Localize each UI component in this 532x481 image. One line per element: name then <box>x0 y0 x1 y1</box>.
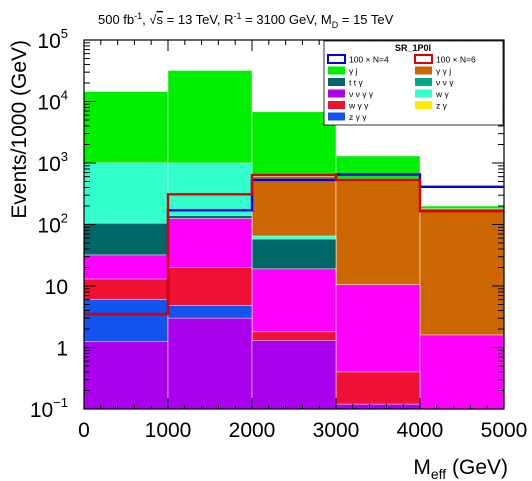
x-tick-label-3000: 3000 <box>313 419 360 442</box>
x-tick-label-0: 0 <box>78 419 90 442</box>
legend-swatch-w <box>415 89 432 98</box>
chart-title: 500 fb-1, √s = 13 TeV, R-1 = 3100 GeV, M… <box>98 11 394 30</box>
y-tick-label: 103 <box>37 149 68 176</box>
x-tick-label-5000: 5000 <box>481 419 528 442</box>
legend-label-100-n-4: 100 × N=4 <box>349 55 389 65</box>
legend-label-z: z γ <box>436 101 448 111</box>
legend-swatch-t-t <box>328 78 345 86</box>
signal-lines <box>84 173 504 316</box>
legend-swatch-j <box>328 66 345 75</box>
legend-swatch-100-n-6 <box>414 54 433 64</box>
legend-swatch-w <box>328 101 345 109</box>
y-tick-label: 10 <box>45 276 68 299</box>
legend-label-t-t: t t γ <box>349 78 363 88</box>
bar-layer-4-bin-4 <box>419 334 505 410</box>
bar-layer-7-bin-0 <box>83 341 169 410</box>
legend-label-: ν ν γ <box>436 78 454 88</box>
legend-entries: 100 × N=4 100 × N=6 γ j γ γ j t t γ ν ν γ ν ν … <box>327 54 476 122</box>
y-tick-label: 105 <box>37 26 68 53</box>
signal-line-1 <box>84 173 504 316</box>
legend-swatch- <box>328 89 345 98</box>
bar-layer-7-bin-2 <box>251 340 337 410</box>
legend-swatch-100-n-4 <box>327 54 346 64</box>
x-tick-label-1000: 1000 <box>145 419 192 442</box>
plot-area: 0 1000 2000 3000 4000 5000 10510410310210110−… <box>30 26 528 442</box>
y-tick-label: 10−1 <box>30 395 68 422</box>
x-tick-label-4000: 4000 <box>397 419 444 442</box>
legend-box <box>323 40 504 126</box>
legend-swatch- <box>415 78 432 86</box>
legend-label-w: w γ γ <box>348 101 369 111</box>
legend-label-100-n-6: 100 × N=6 <box>436 55 476 65</box>
legend-swatch-z <box>328 112 345 121</box>
bar-layer-7-bin-1 <box>167 317 253 410</box>
stacked-bars <box>83 70 505 410</box>
legend-swatch-j <box>415 66 432 75</box>
legend-label-w: w γ <box>435 89 450 99</box>
y-tick-label: 102 <box>37 211 68 238</box>
legend-swatch-z <box>415 101 432 109</box>
x-ticks: 0 1000 2000 3000 4000 5000 <box>78 40 527 442</box>
legend-label-j: γ γ j <box>436 66 451 76</box>
legend-label-: ν ν γ γ <box>349 89 374 99</box>
y-tick-label: 1 <box>56 338 68 361</box>
legend-label-z: z γ γ <box>349 112 367 122</box>
bar-layer-5-bin-3 <box>335 371 421 410</box>
x-axis-label: Meff (GeV) <box>413 456 508 481</box>
legend-header: SR_1P0I <box>395 43 431 53</box>
legend-label-j: γ j <box>349 66 358 76</box>
y-axis-label: Events/1000 (GeV) <box>8 40 31 219</box>
y-tick-label: 104 <box>37 88 68 115</box>
x-tick-label-2000: 2000 <box>229 419 276 442</box>
bar-layer-7-bin-3 <box>335 403 421 410</box>
